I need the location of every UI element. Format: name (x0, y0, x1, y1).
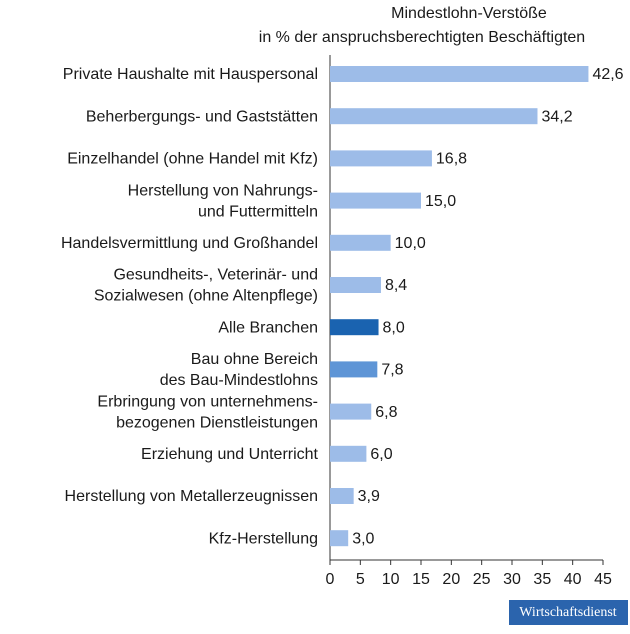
x-tick-label: 10 (382, 571, 400, 588)
bar (330, 192, 421, 209)
y-tick-label: Erziehung und Unterricht (141, 446, 319, 463)
bar (330, 319, 379, 336)
x-tick-label: 35 (533, 571, 551, 588)
bar (330, 445, 367, 462)
bar (330, 150, 432, 167)
y-tick-label: Kfz-Herstellung (209, 530, 318, 547)
y-tick-label: Handelsvermittlung und Großhandel (61, 235, 318, 252)
y-tick-label: Gesundheits-, Veterinär- und (113, 267, 318, 284)
y-tick-label: und Futtermitteln (198, 203, 318, 220)
y-tick-label: des Bau-Mindestlohns (160, 372, 318, 389)
y-tick-label: Private Haushalte mit Hauspersonal (63, 66, 318, 83)
bar (330, 361, 378, 378)
y-tick-label: Herstellung von Metallerzeugnissen (65, 488, 318, 505)
value-label: 8,0 (383, 319, 405, 336)
x-tick-label: 5 (356, 571, 365, 588)
x-tick-label: 30 (503, 571, 521, 588)
value-label: 3,0 (352, 530, 374, 547)
value-label: 6,8 (375, 404, 397, 421)
bar (330, 530, 349, 547)
y-tick-label: Einzelhandel (ohne Handel mit Kfz) (67, 151, 318, 168)
bar (330, 488, 354, 504)
x-tick-label: 40 (564, 571, 582, 588)
value-label: 16,8 (436, 151, 467, 168)
y-tick-label: Herstellung von Nahrungs- (128, 182, 318, 199)
bar (330, 108, 538, 125)
bar (330, 234, 391, 251)
chart-subtitle: in % der anspruchsberechtigten Beschäfti… (259, 29, 585, 46)
x-tick-label: 45 (594, 571, 612, 588)
value-label: 10,0 (395, 235, 426, 252)
x-tick-label: 0 (326, 571, 335, 588)
value-label: 6,0 (370, 446, 392, 463)
x-tick-label: 15 (412, 571, 430, 588)
x-tick-label: 20 (442, 571, 460, 588)
value-label: 34,2 (541, 108, 572, 125)
value-label: 42,6 (592, 66, 623, 83)
y-tick-label: Alle Branchen (218, 319, 318, 336)
bar (330, 403, 372, 420)
y-tick-label: Beherbergungs- und Gaststätten (86, 108, 318, 125)
value-label: 8,4 (385, 277, 407, 294)
logo: Wirtschaftsdienst (519, 605, 617, 620)
bar (330, 277, 381, 293)
value-label: 3,9 (358, 488, 380, 505)
chart-title: Mindestlohn-Verstöße (391, 5, 547, 22)
value-label: 7,8 (381, 362, 403, 379)
y-tick-label: Erbringung von unternehmens- (97, 393, 318, 410)
logo-box (509, 600, 628, 625)
y-tick-label: Bau ohne Bereich (191, 351, 318, 368)
value-label: 15,0 (425, 193, 456, 210)
y-tick-label: bezogenen Dienstleistungen (116, 414, 318, 431)
bar (330, 66, 589, 82)
x-tick-label: 25 (473, 571, 491, 588)
y-tick-label: Sozialwesen (ohne Altenpflege) (94, 288, 318, 305)
